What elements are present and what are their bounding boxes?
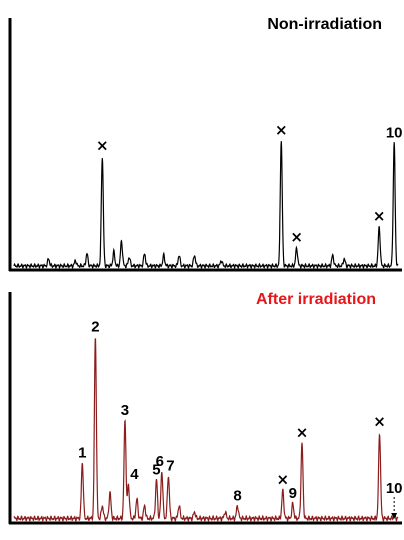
peak-marker: × (96, 137, 109, 155)
pointer-arrowhead (391, 513, 398, 519)
peak-label: 2 (91, 318, 99, 335)
peak-marker: × (275, 121, 288, 139)
peak-label: 3 (121, 402, 129, 419)
peak-marker: × (373, 207, 386, 225)
peak-marker: × (373, 413, 386, 431)
peak-marker: × (277, 470, 290, 488)
trace-line (13, 338, 399, 523)
panel-title: Non-irradiation (267, 16, 382, 33)
non-irradiation-panel: Non-irradiation × × × × 10 (8, 16, 403, 272)
peak-label: 10 (386, 125, 403, 142)
peak-label: 10 (386, 480, 403, 497)
panel-title: After irradiation (256, 291, 376, 308)
peak-label: 9 (289, 485, 297, 502)
peak-marker: × (290, 228, 303, 246)
peak-label: 8 (233, 487, 241, 504)
peak-marker: × (296, 423, 309, 441)
peak-label: 7 (166, 457, 174, 474)
peak-label: 1 (78, 445, 86, 462)
peak-label: 5 (152, 462, 160, 479)
peak-label: 6 (156, 453, 164, 470)
peak-label: 4 (130, 466, 139, 483)
trace-line (13, 141, 399, 270)
